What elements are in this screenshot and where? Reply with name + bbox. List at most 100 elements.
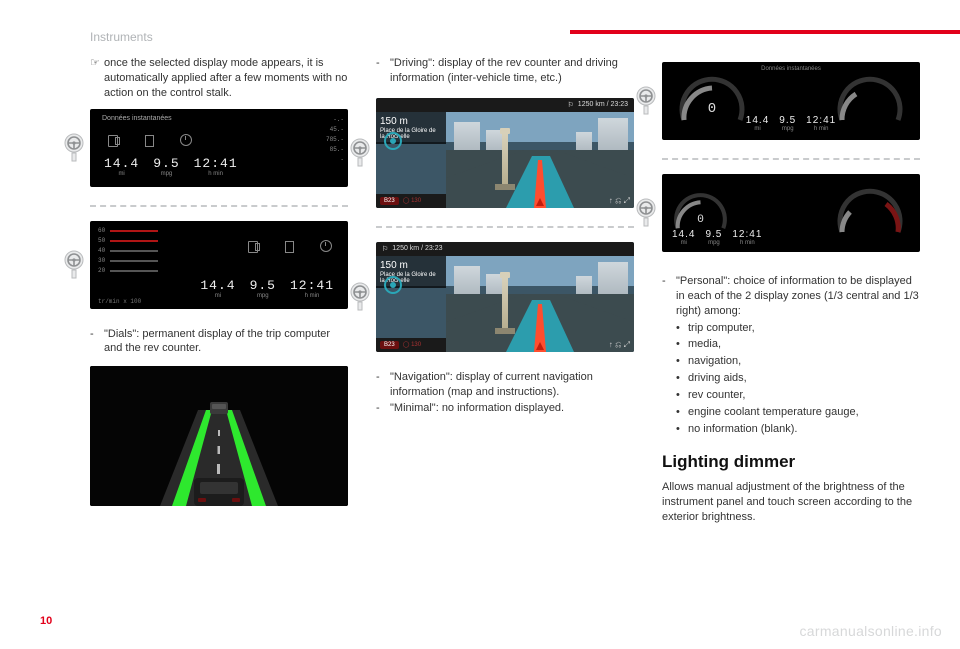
panel-trip-values: 14.4mi 9.5mpg 12:41h min (746, 115, 836, 132)
dot-icon: • (676, 321, 688, 336)
range-icon (104, 133, 122, 147)
rev-bars: 60 50 40 30 20 (98, 227, 158, 277)
nav-distance: 150 m (380, 260, 442, 271)
header-red-bar (570, 30, 960, 34)
steering-wheel-icon (62, 250, 86, 280)
gauge-right (830, 182, 910, 242)
unit-range: mi (104, 171, 139, 177)
speed-limit: ◯ 130 (403, 341, 421, 348)
val-mpg: 9.5 (250, 278, 276, 293)
opt-rev-text: rev counter, (688, 388, 920, 403)
dashed-separator (662, 158, 920, 160)
nav-distance: 150 m (380, 116, 442, 127)
nav-topbar-text: 1250 km / 23:23 (578, 101, 628, 108)
figure-nav-bottom: ⚐ 1250 km / 23:23 150 m Place de la Gl (376, 242, 634, 352)
trip-icons (104, 133, 194, 147)
column-2: - "Driving": display of the rev counter … (376, 56, 634, 535)
opt-media-text: media, (688, 337, 920, 352)
page-number: 10 (40, 615, 52, 627)
minimal-item: - "Minimal": no information displayed. (376, 401, 634, 416)
speed-badge: B23 (380, 341, 399, 349)
unit-range: mi (746, 126, 769, 132)
nav-screen: ⚐ 1250 km / 23:23 150 m Place de la Gl (376, 242, 634, 352)
opt-blank: •no information (blank). (662, 422, 920, 437)
unit-time: h min (732, 240, 762, 246)
rev-unit: tr/min x 100 (98, 298, 141, 305)
personal-item: - "Personal": choice of information to b… (662, 274, 920, 319)
lighting-dimmer-text: Allows manual adjustment of the brightne… (662, 480, 920, 525)
dashed-separator (376, 226, 634, 228)
trip-icons-right (244, 239, 334, 253)
turn-ring-icon (384, 132, 402, 150)
nav-buildings (446, 112, 634, 152)
dash-icon: - (376, 401, 390, 416)
speed-badge: B23 (380, 197, 399, 205)
rev-30: 30 (98, 257, 110, 264)
minimal-text: "Minimal": no information displayed. (390, 401, 634, 416)
figure-trip-top: Données instantanées -.- 45.- 785.- 85.-… (90, 109, 348, 187)
nav-item: - "Navigation": display of current navig… (376, 370, 634, 400)
val-time: 12:41 (806, 115, 836, 126)
figure-nav-top: ⚐ 1250 km / 23:23 150 m Place de la Gl (376, 98, 634, 208)
val-range: 14.4 (672, 229, 695, 240)
val-range: 14.4 (104, 156, 139, 171)
svg-text:0: 0 (697, 214, 704, 226)
range-icon (244, 239, 262, 253)
opt-aids-text: driving aids, (688, 371, 920, 386)
trip-screen-left-align: Données instantanées -.- 45.- 785.- 85.-… (90, 109, 348, 187)
val-time: 12:41 (290, 278, 334, 293)
unit-time: h min (290, 293, 334, 299)
turn-ring-icon (384, 276, 402, 294)
figure-gauge-bottom: 0 14.4mi 9.5mpg 12:41h min (662, 174, 920, 252)
steering-wheel-icon (62, 133, 86, 163)
watermark: carmanualsonline.info (800, 623, 943, 639)
unit-mpg: mpg (705, 240, 722, 246)
nav-buildings (446, 256, 634, 296)
gauge-left: 0 (672, 70, 752, 130)
monument-column (502, 134, 508, 186)
unit-time: h min (806, 126, 836, 132)
pointer-item: ☞ once the selected display mode appears… (90, 56, 348, 101)
gauge-right (830, 70, 910, 130)
nav-topbar: ⚐ 1250 km / 23:23 (376, 242, 634, 256)
unit-mpg: mpg (250, 293, 276, 299)
unit-range: mi (672, 240, 695, 246)
nav-text: "Navigation": display of current navigat… (390, 370, 634, 400)
driving-text: "Driving": display of the rev counter an… (390, 56, 634, 86)
opt-rev: •rev counter, (662, 388, 920, 403)
fuel-icon (140, 133, 158, 147)
dash-icon: - (90, 327, 104, 357)
dash-icon: - (376, 370, 390, 400)
val-time: 12:41 (732, 229, 762, 240)
rev-20: 20 (98, 267, 110, 274)
opt-blank-text: no information (blank). (688, 422, 920, 437)
val-mpg: 9.5 (705, 229, 722, 240)
pin-icon: ⚐ (568, 101, 574, 109)
nav-ground (446, 150, 634, 208)
opt-trip: •trip computer, (662, 321, 920, 336)
unit-time: h min (194, 171, 238, 177)
val-time: 12:41 (194, 156, 238, 171)
opt-coolant: •engine coolant temperature gauge, (662, 405, 920, 420)
opt-nav: •navigation, (662, 354, 920, 369)
svg-text:0: 0 (708, 101, 716, 117)
speed-limit: ◯ 130 (403, 197, 421, 204)
nav-bottom-icons: ↑ ⎌ ⤢ (609, 340, 630, 350)
nav-topbar-text: 1250 km / 23:23 (392, 245, 442, 252)
dual-gauge-panel-alt: 0 14.4mi 9.5mpg 12:41h min (662, 174, 920, 252)
dials-item: - "Dials": permanent display of the trip… (90, 327, 348, 357)
screen-title: Données instantanées (102, 115, 172, 122)
opt-coolant-text: engine coolant temperature gauge, (688, 405, 920, 420)
driving-lane-image (90, 366, 348, 506)
clock-icon (176, 133, 194, 147)
speed-limit-value: 130 (411, 342, 421, 348)
rev-40: 40 (98, 247, 110, 254)
speed-limit-value: 130 (411, 198, 421, 204)
nav-bottom-icons: ↑ ⎌ ⤢ (609, 196, 630, 206)
panel-title: Données instantanées (761, 66, 821, 72)
dash-icon: - (376, 56, 390, 86)
nav-speed-bar: B23 ◯ 130 (376, 194, 446, 208)
unit-mpg: mpg (153, 171, 179, 177)
trip-values: 14.4mi 9.5mpg 12:41h min (104, 156, 238, 177)
opt-nav-text: navigation, (688, 354, 920, 369)
